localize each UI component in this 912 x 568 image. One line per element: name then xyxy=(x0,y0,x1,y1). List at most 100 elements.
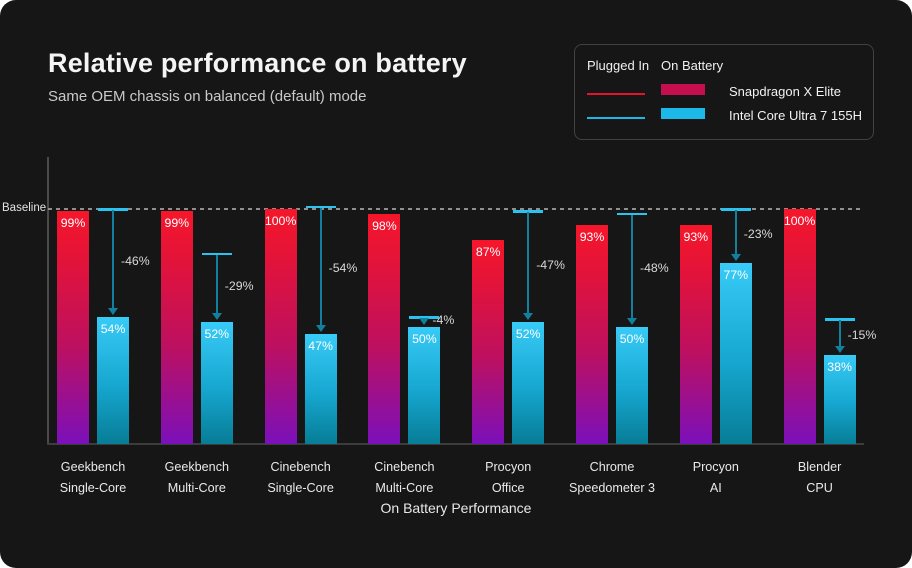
drop-cap-line xyxy=(305,205,336,209)
intel-bar xyxy=(408,326,441,444)
drop-line xyxy=(631,214,633,323)
drop-line xyxy=(319,207,322,330)
drop-line xyxy=(734,210,737,260)
x-tick-label: Geekbench Multi-Core xyxy=(137,457,257,499)
x-tick-line2: Office xyxy=(491,480,525,495)
drop-arrow-icon xyxy=(730,254,741,262)
intel-bar-value: 52% xyxy=(204,326,230,341)
x-tick-line2: Single-Core xyxy=(59,480,127,495)
snapdragon-bar-value: 93% xyxy=(683,230,709,245)
snapdragon-bar-value: 93% xyxy=(579,230,605,245)
baseline-line xyxy=(48,208,864,210)
snapdragon-bar xyxy=(472,239,505,444)
drop-percentage-label: -46% xyxy=(121,254,150,269)
x-tick-line2: Single-Core xyxy=(267,480,334,495)
x-axis-line xyxy=(47,443,864,445)
drop-percentage-label: -48% xyxy=(640,261,669,276)
x-tick-label: Chrome Speedometer 3 xyxy=(552,457,672,499)
y-axis-line xyxy=(47,157,49,445)
plugged-in-line-icon xyxy=(587,93,645,95)
drop-line xyxy=(112,210,114,314)
drop-arrow-icon xyxy=(419,317,430,325)
legend-line-swatch-intel xyxy=(587,106,661,124)
snapdragon-bar xyxy=(679,225,712,444)
x-tick-line1: Geekbench xyxy=(164,460,229,474)
snapdragon-bar-value: 98% xyxy=(372,218,397,233)
snapdragon-bar-value: 100% xyxy=(783,214,816,228)
intel-bar-value: 50% xyxy=(619,331,645,346)
x-tick-line1: Cinebench xyxy=(270,460,331,474)
drop-arrow-icon xyxy=(315,324,326,332)
x-tick-label: Procyon Office xyxy=(448,457,568,499)
x-tick-line1: Procyon xyxy=(485,460,532,474)
page-subtitle: Same OEM chassis on balanced (default) m… xyxy=(48,88,367,105)
intel-bar xyxy=(97,317,129,444)
drop-percentage-label: -15% xyxy=(847,328,877,343)
drop-cap-line xyxy=(201,252,232,256)
legend-header-plugged-in: Plugged In xyxy=(587,57,650,73)
x-tick-label: Blender CPU xyxy=(760,457,880,499)
drop-percentage-label: -54% xyxy=(328,261,358,276)
intel-bar xyxy=(512,321,545,444)
plugged-in-line-icon xyxy=(587,117,645,119)
drop-arrow-icon xyxy=(108,308,118,316)
drop-percentage-label: -23% xyxy=(743,227,773,242)
intel-bar-value: 38% xyxy=(827,359,852,374)
snapdragon-bar xyxy=(783,209,816,444)
on-battery-bar-icon xyxy=(661,108,705,119)
snapdragon-bar-value: 100% xyxy=(264,214,297,228)
drop-cap-line xyxy=(617,212,647,216)
x-tick-label: Geekbench Single-Core xyxy=(33,457,153,499)
drop-arrow-icon xyxy=(523,312,534,320)
x-tick-line1: Blender xyxy=(797,460,842,474)
intel-bar xyxy=(304,333,337,444)
legend-bar-swatch-snapdragon xyxy=(661,82,717,100)
drop-percentage-label: -4% xyxy=(432,312,455,327)
baseline-label: Baseline xyxy=(2,202,47,214)
intel-bar-value: 77% xyxy=(723,268,749,283)
snapdragon-bar xyxy=(264,209,297,444)
x-tick-line1: Chrome xyxy=(589,460,635,474)
drop-cap-line xyxy=(720,208,751,211)
x-tick-label: Procyon AI xyxy=(656,457,776,499)
intel-bar xyxy=(719,263,752,444)
x-axis-title: On Battery Performance xyxy=(380,500,532,516)
legend-bar-swatch-intel xyxy=(661,106,717,124)
snapdragon-bar xyxy=(576,225,608,444)
page-title: Relative performance on battery xyxy=(48,48,467,78)
x-tick-line2: AI xyxy=(709,480,722,495)
drop-arrow-icon xyxy=(211,312,222,320)
drop-percentage-label: -29% xyxy=(224,278,254,293)
x-tick-line2: Multi-Core xyxy=(375,480,434,495)
intel-bar xyxy=(200,321,233,444)
drop-line xyxy=(838,320,841,351)
x-tick-line2: CPU xyxy=(806,480,833,495)
legend-label-intel: Intel Core Ultra 7 155H xyxy=(729,107,862,123)
intel-bar-value: 47% xyxy=(308,338,333,353)
snapdragon-bar-value: 99% xyxy=(164,216,190,231)
x-tick-label: Cinebench Single-Core xyxy=(241,457,361,499)
x-tick-line1: Procyon xyxy=(692,460,739,474)
x-tick-line2: Multi-Core xyxy=(167,480,226,495)
snapdragon-bar-value: 99% xyxy=(60,216,86,231)
snapdragon-bar xyxy=(57,211,89,444)
x-tick-label: Cinebench Multi-Core xyxy=(344,457,464,499)
legend-header-on-battery: On Battery xyxy=(661,57,724,73)
drop-percentage-label: -47% xyxy=(536,257,565,272)
drop-cap-line xyxy=(513,210,544,213)
x-tick-line2: Speedometer 3 xyxy=(568,480,656,495)
legend-label-snapdragon: Snapdragon X Elite xyxy=(729,83,842,99)
drop-cap-line xyxy=(98,208,128,211)
drop-line xyxy=(215,254,218,318)
intel-bar xyxy=(616,326,648,444)
intel-bar-value: 52% xyxy=(515,326,541,341)
snapdragon-bar xyxy=(160,211,193,444)
intel-bar-value: 50% xyxy=(412,331,437,346)
legend-line-swatch-snapdragon xyxy=(587,82,661,100)
drop-arrow-icon xyxy=(627,317,637,325)
snapdragon-bar-value: 87% xyxy=(475,244,501,259)
x-tick-line1: Cinebench xyxy=(374,460,435,474)
intel-bar xyxy=(823,354,856,444)
drop-line xyxy=(527,212,530,318)
